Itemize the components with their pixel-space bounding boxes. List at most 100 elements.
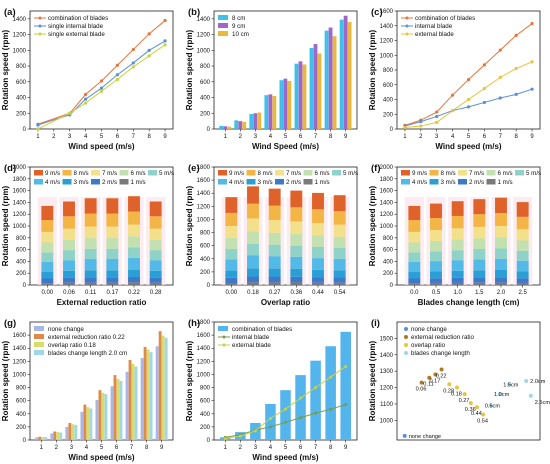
bar — [309, 47, 314, 130]
y-axis-label: Rotation speed (rpm) — [1, 340, 10, 421]
legend-label: 3 m/s — [258, 179, 273, 186]
data-label: 1.5cm — [503, 382, 519, 388]
x-tick-label: 0.5 — [432, 290, 441, 296]
legend-item: 1 m/s — [303, 179, 330, 186]
series-7 — [225, 203, 346, 226]
legend-item: 4 m/s — [401, 179, 427, 186]
bar-segment — [63, 277, 75, 283]
data-label: 0.27 — [459, 398, 470, 404]
x-tick-label: 8 — [329, 134, 333, 140]
bar-segment — [41, 252, 54, 262]
bar-segment — [495, 277, 507, 283]
bar-segment — [247, 231, 259, 244]
legend-item: external reduction ratio — [404, 334, 475, 341]
panel-h: (h) Wind speed (m/s) Rotation speed (rpm) 0… — [185, 318, 358, 462]
bar-segment — [430, 251, 442, 262]
data-point — [115, 73, 119, 77]
data-point — [439, 367, 444, 372]
legend-swatch — [515, 170, 524, 176]
y-tick-label: 0 — [207, 438, 211, 444]
legend-label: external blade — [415, 31, 454, 38]
x-tick-label: 3 — [435, 134, 439, 140]
bar-segment — [225, 259, 238, 271]
legend-label: 6 m/s — [315, 170, 330, 177]
bar-segment — [451, 239, 464, 251]
y-tick-label: 1800 — [13, 177, 27, 183]
x-tick-label: 0.28 — [150, 290, 162, 296]
data-point — [427, 375, 432, 380]
bar-segment — [495, 213, 507, 226]
data-label: 2.5cm — [535, 400, 550, 406]
data-point — [314, 386, 318, 390]
data-point — [329, 407, 333, 411]
y-tick-label: 600 — [383, 83, 394, 89]
panel-label: (d) — [4, 163, 16, 174]
legend-swatch — [246, 170, 256, 176]
bar — [59, 432, 63, 440]
data-point — [36, 127, 40, 131]
y-tick-label: 1600 — [197, 178, 211, 184]
bar-segment — [312, 192, 324, 210]
series-line — [37, 40, 166, 126]
bar-segment — [312, 235, 324, 247]
bar-segment — [63, 270, 75, 278]
series-1 — [41, 277, 162, 284]
legend-item: 10 cm — [218, 31, 249, 38]
bar-segment — [333, 211, 346, 225]
bar-segment — [84, 270, 97, 278]
y-axis-label: Rotation speed (rpm) — [185, 185, 194, 266]
bar-segment — [473, 277, 486, 283]
x-tick-label: 0.36 — [290, 290, 302, 296]
bar — [238, 121, 243, 129]
bar-segment — [430, 261, 442, 272]
bar-segment — [408, 242, 421, 253]
data-point — [163, 39, 167, 43]
y-tick-label: 200 — [16, 271, 27, 277]
legend-marker — [405, 24, 409, 28]
bar-segment — [312, 246, 324, 259]
data-point — [329, 375, 333, 379]
data-point — [344, 365, 348, 369]
bar-segment — [430, 241, 442, 252]
legend-swatch — [62, 179, 72, 185]
legend-label: 3 m/s — [441, 179, 456, 186]
bar-segment — [312, 258, 324, 270]
legend-item: 7 m/s — [458, 170, 484, 177]
data-point — [268, 425, 272, 429]
legend-item: 8 m/s — [246, 170, 273, 177]
data-label: none change — [409, 434, 441, 440]
legend-label: 8 m/s — [441, 170, 456, 177]
data-point — [514, 92, 518, 96]
series-3 — [408, 258, 529, 273]
bar-segment — [41, 278, 54, 284]
legend-label: 7 m/s — [286, 170, 301, 177]
legend-label: 9 cm — [232, 23, 245, 30]
bar-segment — [268, 256, 281, 269]
data-point — [131, 47, 135, 52]
bar-segment — [128, 277, 140, 283]
x-tick-label: 0.11 — [85, 290, 97, 296]
bar-segment — [430, 203, 442, 219]
data-point — [530, 21, 534, 26]
bar-segment — [128, 211, 140, 225]
bar-segment — [408, 231, 421, 243]
legend-swatch — [34, 350, 44, 355]
x-tick-label: 2 — [419, 134, 423, 140]
data-point — [99, 89, 104, 93]
x-tick-label: 5 — [467, 134, 471, 140]
x-tick-label: 1 — [403, 134, 407, 140]
bar — [68, 422, 72, 440]
legend-label: 6 m/s — [498, 170, 513, 177]
legend-item: 3 m/s — [246, 179, 273, 186]
legend-swatch — [275, 170, 284, 176]
bar — [83, 404, 87, 440]
bar-segment — [149, 201, 162, 217]
data-point — [419, 380, 424, 385]
legend-item: 8 m/s — [62, 170, 89, 177]
panel-label: (c) — [371, 7, 383, 18]
y-tick-label: 1200 — [380, 39, 394, 45]
bar-segment — [290, 233, 303, 246]
data-point — [284, 420, 287, 424]
bar-segment — [430, 230, 442, 242]
data-point — [268, 416, 272, 420]
